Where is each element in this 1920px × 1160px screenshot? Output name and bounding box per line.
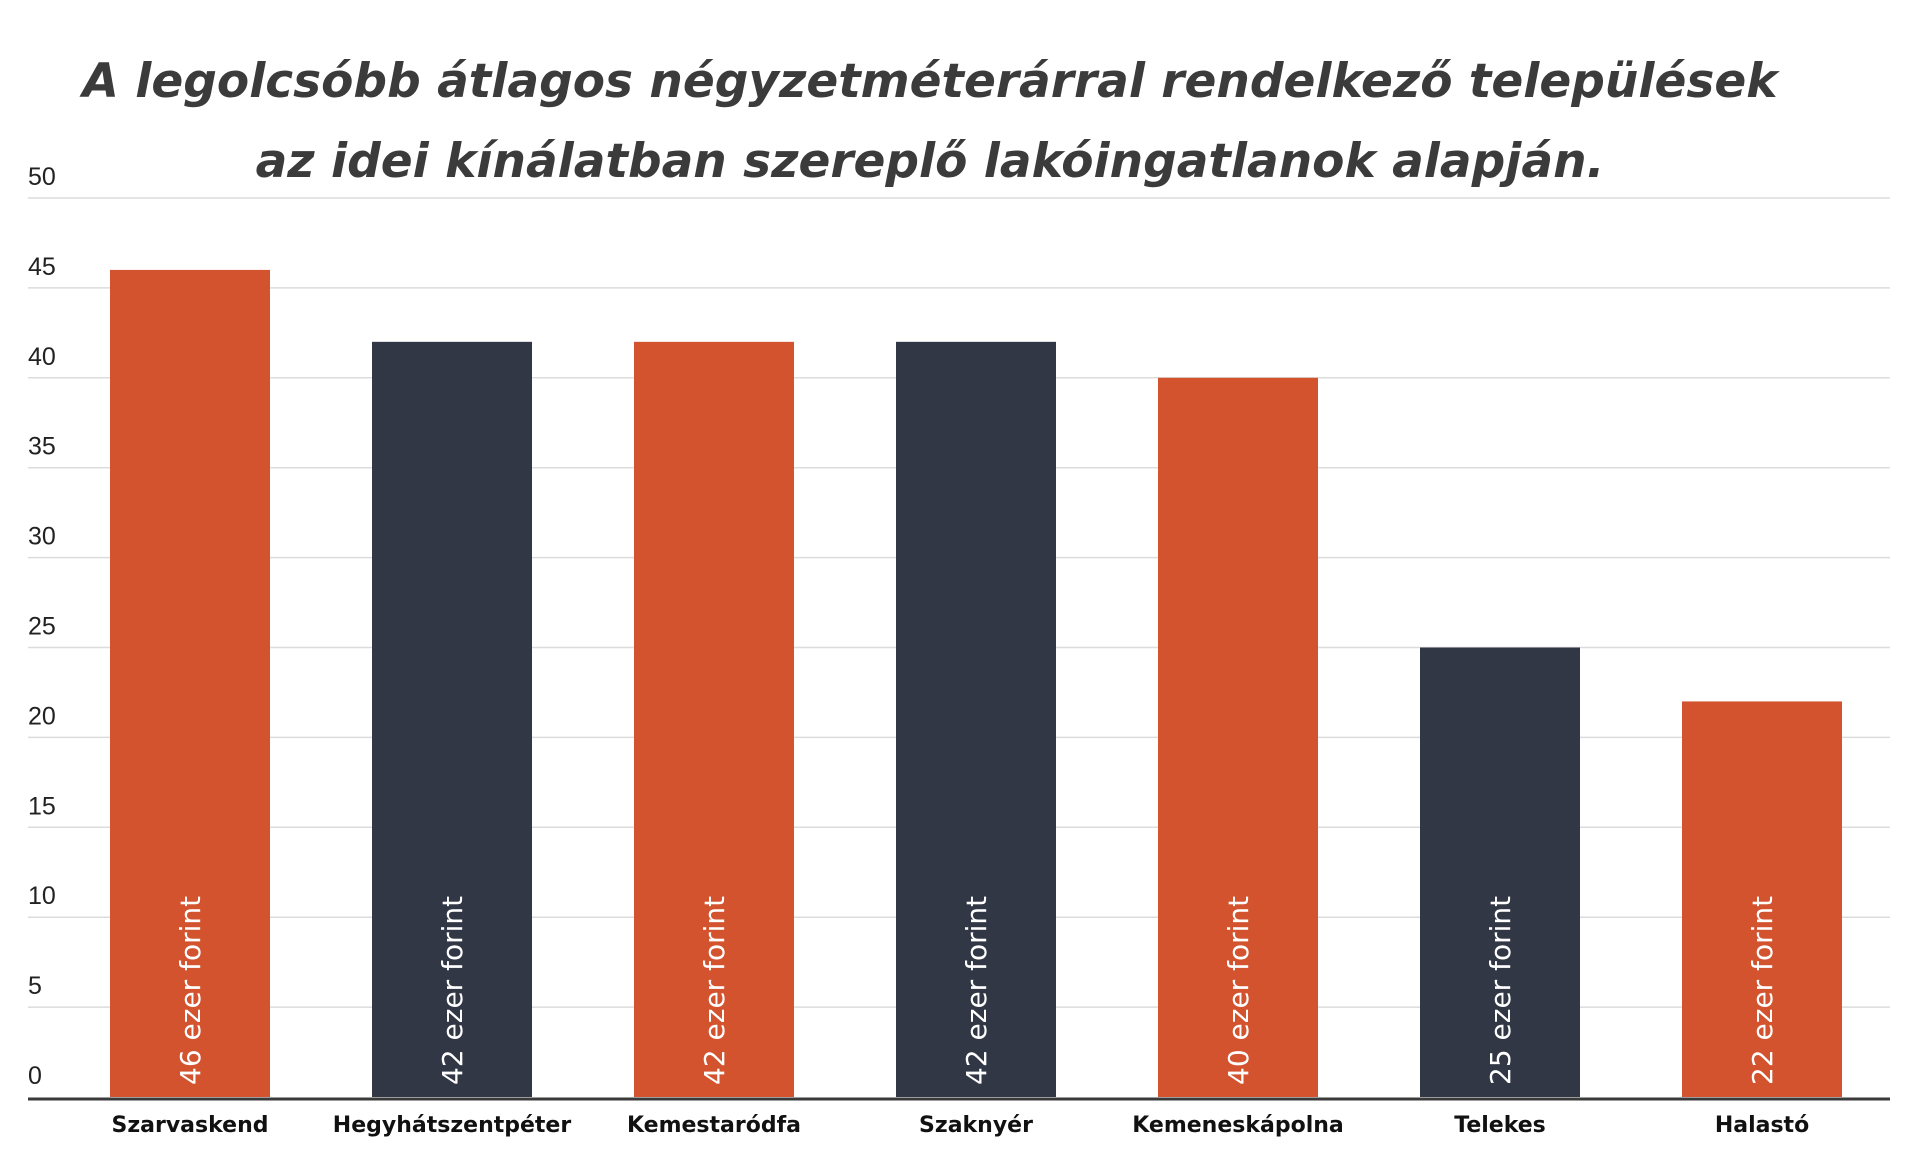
y-tick-label: 45 [28, 253, 56, 281]
y-tick-label: 25 [28, 613, 56, 641]
y-tick-label: 0 [28, 1062, 42, 1090]
bar [1158, 377, 1318, 1097]
data-label: 42 ezer forint [960, 896, 993, 1085]
x-tick-label: Kemestaródfa [627, 1113, 801, 1138]
x-tick-label: Hegyhátszentpéter [333, 1113, 572, 1138]
bar [1420, 647, 1580, 1097]
bar [110, 269, 270, 1097]
x-tick-label: Telekes [1454, 1113, 1546, 1138]
x-tick-label: Kemeneskápolna [1132, 1113, 1344, 1138]
x-tick-label: Szaknyér [919, 1113, 1033, 1138]
data-label: 25 ezer forint [1484, 896, 1517, 1085]
y-tick-label: 10 [28, 882, 56, 910]
y-tick-label: 40 [28, 343, 56, 371]
y-tick-label: 20 [28, 702, 56, 730]
x-tick-label: Halastó [1715, 1113, 1809, 1138]
y-tick-label: 15 [28, 792, 56, 820]
bar [896, 341, 1056, 1098]
data-label: 40 ezer forint [1222, 896, 1255, 1085]
y-tick-label: 5 [28, 972, 42, 1000]
data-label: 22 ezer forint [1746, 896, 1779, 1085]
data-label: 46 ezer forint [174, 896, 207, 1085]
bar [372, 341, 532, 1098]
bar [634, 341, 794, 1098]
y-tick-label: 35 [28, 433, 56, 461]
bar [1682, 701, 1842, 1097]
x-tick-label: Szarvaskend [112, 1113, 269, 1138]
y-tick-label: 50 [28, 163, 56, 191]
chart-title: A legolcsóbb átlagos négyzetméterárral r… [82, 54, 1778, 189]
data-label: 42 ezer forint [698, 896, 731, 1085]
data-label: 42 ezer forint [436, 896, 469, 1085]
y-tick-label: 30 [28, 523, 56, 551]
